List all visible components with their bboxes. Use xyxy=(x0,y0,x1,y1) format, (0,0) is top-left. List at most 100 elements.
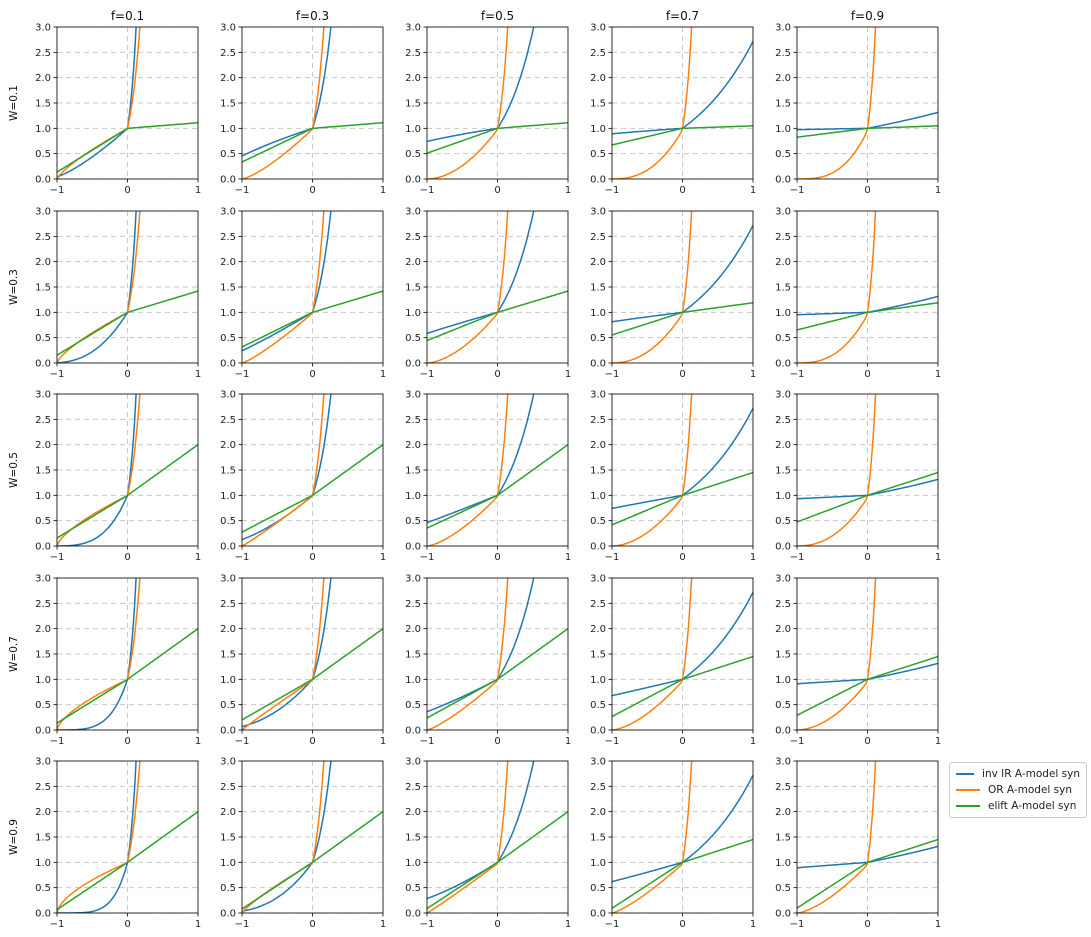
y-tick-label: 0.0 xyxy=(775,542,791,553)
x-tick-label: 1 xyxy=(565,919,571,930)
y-tick-label: 2.5 xyxy=(590,48,606,59)
x-tick-label: −1 xyxy=(605,185,620,196)
x-tick-label: −1 xyxy=(235,736,250,747)
y-tick-label: 1.5 xyxy=(590,99,606,110)
y-tick-label: 0.0 xyxy=(775,175,791,186)
y-tick-label: 3.0 xyxy=(590,390,606,401)
series-line-elift xyxy=(427,628,568,719)
y-tick-label: 2.0 xyxy=(220,624,236,635)
y-tick-label: 1.0 xyxy=(590,124,606,135)
legend-swatch-elift xyxy=(956,805,980,807)
legend-swatch-or xyxy=(956,789,980,791)
x-tick-label: −1 xyxy=(420,185,435,196)
y-tick-label: 0.0 xyxy=(590,542,606,553)
y-tick-label: 2.5 xyxy=(405,415,421,426)
y-tick-label: 2.5 xyxy=(220,48,236,59)
y-tick-label: 1.5 xyxy=(590,466,606,477)
subplot-r1-c1: 0.0 0.5 1.0 1.5 2.0 2.5 3.0 −1 0 1 f=0.1 W=0.1 xyxy=(8,9,201,196)
y-tick-label: 0.0 xyxy=(775,909,791,920)
x-tick-label: 0 xyxy=(494,369,500,380)
column-title: f=0.7 xyxy=(666,9,699,23)
y-tick-label: 3.0 xyxy=(590,574,606,585)
y-tick-label: 2.5 xyxy=(35,599,51,610)
y-tick-label: 1.5 xyxy=(775,99,791,110)
y-tick-label: 1.5 xyxy=(220,650,236,661)
y-tick-label: 2.0 xyxy=(590,257,606,268)
y-tick-label: 3.0 xyxy=(775,23,791,34)
y-tick-label: 1.0 xyxy=(35,308,51,319)
y-tick-label: 1.5 xyxy=(405,283,421,294)
y-tick-label: 3.0 xyxy=(775,757,791,768)
subplot-r3-c1: 0.0 0.5 1.0 1.5 2.0 2.5 3.0 −1 0 1 W=0.5 xyxy=(8,390,201,564)
x-tick-label: 0 xyxy=(864,552,870,563)
subplot-r5-c1: 0.0 0.5 1.0 1.5 2.0 2.5 3.0 −1 0 1 W=0.9 xyxy=(8,757,201,931)
y-tick-label: 0.5 xyxy=(590,333,606,344)
series-line-elift xyxy=(612,471,753,526)
y-tick-label: 1.0 xyxy=(220,124,236,135)
series-line-elift xyxy=(797,125,938,138)
legend-item-or: OR A-model syn xyxy=(956,782,1080,798)
y-tick-label: 0.0 xyxy=(220,175,236,186)
y-tick-label: 1.0 xyxy=(405,308,421,319)
y-tick-label: 1.5 xyxy=(775,283,791,294)
series-line-elift xyxy=(242,122,383,163)
y-tick-label: 2.5 xyxy=(220,232,236,243)
y-tick-label: 0.0 xyxy=(405,359,421,370)
series-line-elift xyxy=(612,655,753,718)
y-tick-label: 2.0 xyxy=(775,73,791,84)
y-tick-label: 0.0 xyxy=(220,726,236,737)
y-tick-label: 0.5 xyxy=(405,149,421,160)
y-tick-label: 1.5 xyxy=(405,466,421,477)
x-tick-label: 1 xyxy=(195,552,201,563)
series-line-elift xyxy=(242,628,383,721)
y-tick-label: 0.0 xyxy=(405,909,421,920)
y-tick-label: 0.5 xyxy=(775,700,791,711)
y-tick-label: 1.5 xyxy=(35,466,51,477)
y-tick-label: 2.0 xyxy=(775,257,791,268)
x-tick-label: −1 xyxy=(605,736,620,747)
x-tick-label: −1 xyxy=(50,736,65,747)
y-tick-label: 1.0 xyxy=(590,858,606,869)
y-tick-label: 0.0 xyxy=(405,726,421,737)
x-tick-label: 1 xyxy=(750,552,756,563)
x-tick-label: −1 xyxy=(605,919,620,930)
y-tick-label: 1.0 xyxy=(35,491,51,502)
y-tick-label: 2.0 xyxy=(220,73,236,84)
y-tick-label: 1.5 xyxy=(220,833,236,844)
y-tick-label: 1.0 xyxy=(775,124,791,135)
x-tick-label: 1 xyxy=(195,736,201,747)
y-tick-label: 2.5 xyxy=(405,782,421,793)
y-tick-label: 1.0 xyxy=(405,858,421,869)
x-tick-label: −1 xyxy=(50,369,65,380)
y-tick-label: 1.5 xyxy=(35,99,51,110)
y-tick-label: 1.0 xyxy=(775,858,791,869)
x-tick-label: 1 xyxy=(565,369,571,380)
y-tick-label: 1.0 xyxy=(405,124,421,135)
x-tick-label: 1 xyxy=(380,736,386,747)
y-tick-label: 0.5 xyxy=(775,149,791,160)
x-tick-label: −1 xyxy=(790,736,805,747)
y-tick-label: 0.0 xyxy=(775,359,791,370)
y-tick-label: 3.0 xyxy=(220,23,236,34)
row-label: W=0.9 xyxy=(8,819,20,855)
row-label: W=0.3 xyxy=(8,269,20,305)
y-tick-label: 1.0 xyxy=(405,491,421,502)
y-tick-label: 0.5 xyxy=(220,516,236,527)
y-tick-label: 3.0 xyxy=(590,757,606,768)
y-tick-label: 3.0 xyxy=(775,390,791,401)
series-line-inv-ir xyxy=(242,394,332,541)
y-tick-label: 3.0 xyxy=(35,23,51,34)
y-tick-label: 2.5 xyxy=(405,232,421,243)
legend-swatch-inv-ir xyxy=(956,773,975,775)
y-tick-label: 0.5 xyxy=(220,883,236,894)
x-tick-label: 0 xyxy=(309,919,315,930)
y-tick-label: 3.0 xyxy=(405,207,421,218)
series-line-elift xyxy=(242,290,383,348)
y-tick-label: 2.5 xyxy=(590,232,606,243)
y-tick-label: 1.5 xyxy=(775,466,791,477)
series-line-elift xyxy=(242,811,383,910)
y-tick-label: 2.0 xyxy=(590,440,606,451)
legend-item-inv-ir: inv IR A-model syn xyxy=(956,766,1080,782)
y-tick-label: 2.0 xyxy=(405,73,421,84)
